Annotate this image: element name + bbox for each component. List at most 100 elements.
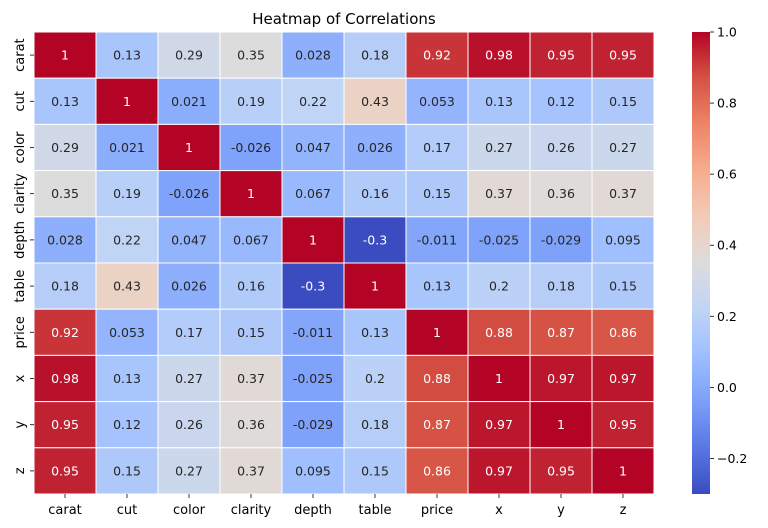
- heatmap-cell: [405, 170, 469, 218]
- heatmap-cell: [405, 354, 469, 403]
- heatmap-cell: [281, 401, 345, 449]
- x-tick-label: table: [359, 503, 392, 518]
- cell-annotation: 0.18: [547, 279, 575, 294]
- cell-annotation: 1: [247, 186, 255, 201]
- heatmap-cell: [33, 308, 97, 356]
- heatmap-cell: [591, 123, 655, 172]
- cell-annotation: -0.3: [301, 279, 325, 294]
- cell-annotation: 0.97: [485, 417, 513, 432]
- cell-annotation: 0.026: [357, 140, 393, 155]
- heatmap-cell: [529, 77, 593, 125]
- cell-annotation: 0.15: [423, 186, 451, 201]
- heatmap-cell: [343, 31, 407, 79]
- heatmap-cell: [95, 216, 159, 264]
- cell-annotation: 0.15: [609, 94, 637, 109]
- heatmap-cell: [281, 354, 345, 403]
- heatmap-cell: [219, 308, 283, 356]
- cell-annotation: 0.15: [361, 463, 389, 478]
- heatmap-cell: [405, 401, 469, 449]
- cell-annotation: 0.87: [547, 325, 575, 340]
- cell-annotation: 0.95: [609, 48, 637, 63]
- cell-annotation: 1: [123, 94, 131, 109]
- cell-annotation: 0.86: [423, 463, 451, 478]
- cell-annotation: 0.26: [175, 417, 203, 432]
- cell-annotation: 0.37: [237, 371, 265, 386]
- x-tick-label: y: [557, 503, 565, 518]
- cell-annotation: 1: [371, 279, 379, 294]
- cell-annotation: 0.067: [295, 186, 331, 201]
- cell-annotation: -0.3: [363, 232, 387, 247]
- cell-annotation: 0.92: [423, 48, 451, 63]
- cell-annotation: 0.22: [113, 232, 141, 247]
- heatmap-cell: [157, 401, 221, 449]
- cell-annotation: 1: [619, 463, 627, 478]
- cell-annotation: -0.029: [541, 232, 581, 247]
- cell-annotation: 0.27: [175, 371, 203, 386]
- cell-annotation: -0.026: [169, 186, 209, 201]
- cell-annotation: -0.029: [293, 417, 333, 432]
- heatmap-cell: [219, 77, 283, 125]
- colorbar: [692, 32, 710, 494]
- cell-annotation: 0.27: [175, 463, 203, 478]
- cell-annotation: 0.95: [547, 463, 575, 478]
- heatmap-cell: [95, 77, 159, 125]
- cell-annotation: 0.35: [237, 48, 265, 63]
- cell-annotation: 0.36: [237, 417, 265, 432]
- heatmap-cell: [529, 308, 593, 356]
- x-tick-label: price: [421, 503, 453, 518]
- cell-annotation: -0.011: [293, 325, 333, 340]
- heatmap-cell: [405, 308, 469, 356]
- cell-annotation: 0.18: [51, 279, 79, 294]
- heatmap-cell: [529, 354, 593, 403]
- cell-annotation: 0.88: [485, 325, 513, 340]
- heatmap-cell: [405, 447, 469, 495]
- cell-annotation: 0.047: [171, 232, 207, 247]
- heatmap-cell: [405, 123, 469, 172]
- colorbar-tick-label: 0.2: [717, 309, 737, 324]
- heatmap-cell: [529, 216, 593, 264]
- cell-annotation: 0.92: [51, 325, 79, 340]
- cell-annotation: 0.27: [485, 140, 513, 155]
- heatmap-cell: [591, 77, 655, 125]
- cell-annotation: 0.026: [171, 279, 207, 294]
- heatmap-cell: [405, 77, 469, 125]
- heatmap-cell: [33, 262, 97, 310]
- cell-annotation: 0.37: [485, 186, 513, 201]
- heatmap-cell: [33, 123, 97, 172]
- cell-annotation: 0.053: [419, 94, 455, 109]
- heatmap-cell: [219, 262, 283, 310]
- chart-title: Heatmap of Correlations: [252, 10, 436, 28]
- cell-annotation: 0.86: [609, 325, 637, 340]
- heatmap-cell: [157, 31, 221, 79]
- cell-annotation: 0.053: [109, 325, 145, 340]
- cell-annotation: 1: [61, 48, 69, 63]
- cell-annotation: 0.15: [237, 325, 265, 340]
- heatmap-cell: [281, 123, 345, 172]
- heatmap-cell: [95, 401, 159, 449]
- y-tick-label: y: [13, 421, 28, 429]
- cell-annotation: 0.22: [299, 94, 327, 109]
- cell-annotation: 0.95: [547, 48, 575, 63]
- cell-annotation: 0.29: [175, 48, 203, 63]
- cell-annotation: 0.43: [361, 94, 389, 109]
- y-tick-label: z: [13, 467, 28, 474]
- y-tick-label: depth: [13, 221, 28, 259]
- colorbar-tick-label: 0.8: [717, 96, 737, 111]
- cell-annotation: 0.95: [609, 417, 637, 432]
- cell-annotation: 0.16: [237, 279, 265, 294]
- heatmap-cell: [343, 354, 407, 403]
- cell-annotation: 0.13: [113, 371, 141, 386]
- cell-annotation: 1: [557, 417, 565, 432]
- cell-annotation: -0.025: [479, 232, 519, 247]
- cell-annotation: 0.19: [237, 94, 265, 109]
- colorbar-tick-label: 1.0: [717, 25, 737, 40]
- heatmap-cell: [529, 447, 593, 495]
- heatmap-cell: [343, 447, 407, 495]
- cell-annotation: 0.43: [113, 279, 141, 294]
- colorbar-ticks: −0.2 0.0 0.2 0.4 0.6 0.8 1.0: [710, 25, 747, 466]
- heatmap-cell: [95, 31, 159, 79]
- cell-annotation: 0.13: [361, 325, 389, 340]
- cell-annotation: 0.27: [609, 140, 637, 155]
- heatmap-cell: [157, 262, 221, 310]
